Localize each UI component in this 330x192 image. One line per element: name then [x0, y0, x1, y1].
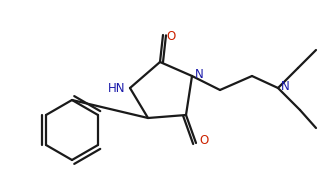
Text: N: N — [195, 68, 203, 80]
Text: HN: HN — [108, 83, 126, 95]
Text: N: N — [280, 80, 289, 94]
Text: O: O — [166, 31, 176, 44]
Text: O: O — [199, 135, 209, 147]
